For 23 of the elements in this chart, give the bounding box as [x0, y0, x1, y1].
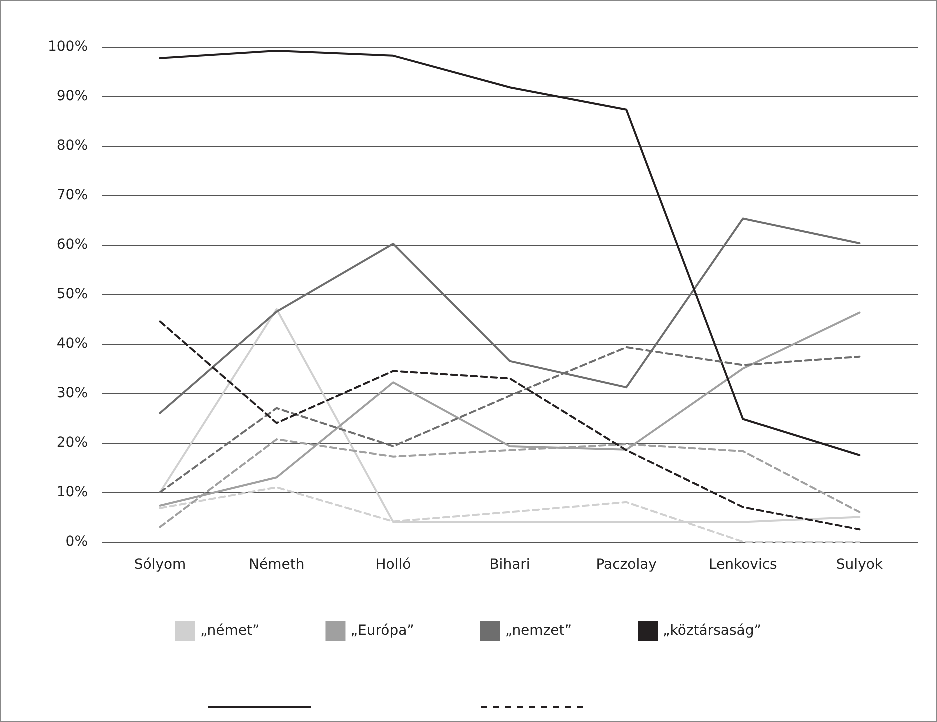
y-tick-label: 50% [56, 286, 88, 302]
legend-label: „nemzet” [505, 623, 572, 639]
x-tick-label: Paczolay [596, 557, 657, 573]
y-tick-label: 60% [56, 237, 88, 253]
legend-label: „Európa” [350, 623, 414, 639]
y-tick-label: 20% [56, 435, 88, 451]
y-tick-label: 100% [48, 39, 88, 55]
y-tick-label: 40% [56, 336, 88, 352]
y-tick-label: 30% [56, 386, 88, 402]
y-tick-label: 10% [56, 484, 88, 500]
legend-label: „német” [200, 623, 260, 639]
legend-label: „köztársaság” [663, 623, 762, 639]
x-tick-label: Holló [376, 557, 412, 573]
x-tick-label: Németh [249, 557, 305, 573]
x-tick-label: Sólyom [134, 557, 186, 573]
y-tick-label: 90% [56, 88, 88, 104]
x-tick-label: Bihari [490, 557, 530, 573]
y-tick-label: 0% [66, 534, 88, 550]
x-tick-label: Lenkovics [708, 557, 778, 573]
x-tick-label: Sulyok [836, 557, 884, 573]
line-series [159, 50, 861, 456]
y-tick-label: 70% [56, 188, 88, 204]
y-tick-label: 80% [56, 138, 88, 154]
